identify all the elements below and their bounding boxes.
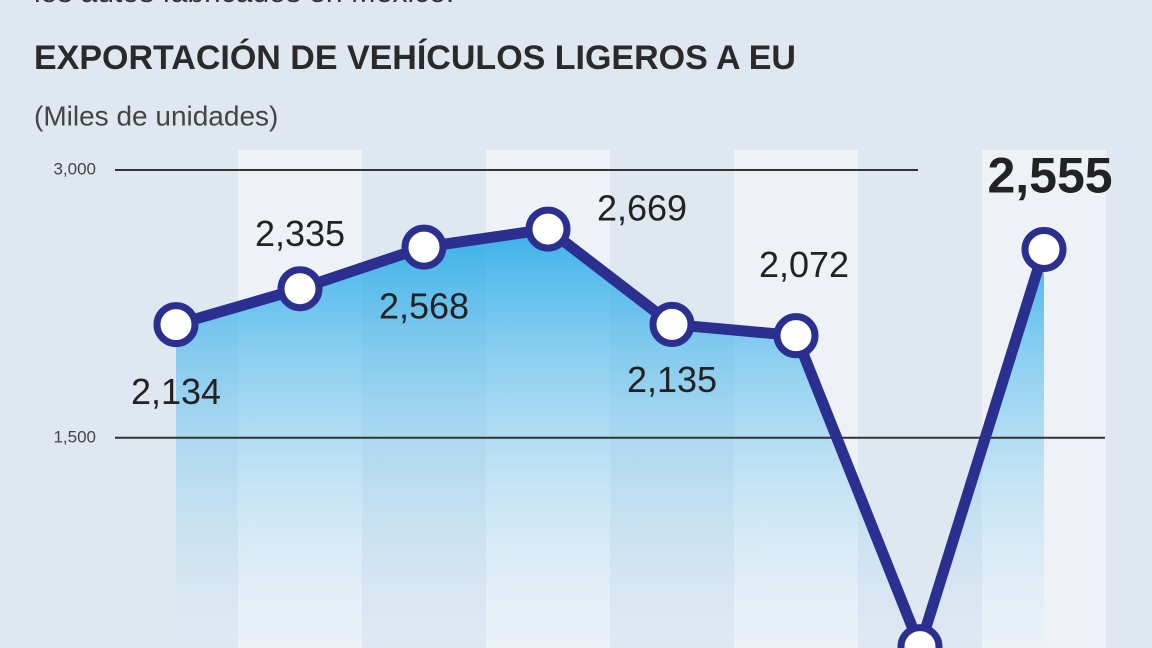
y-tick-label: 1,500: [53, 427, 96, 446]
value-label: 2,669: [597, 188, 687, 229]
value-label: 2,134: [131, 371, 221, 412]
point: [773, 313, 819, 359]
point: [649, 301, 695, 347]
chart-title: EXPORTACIÓN DE VEHÍCULOS LIGEROS A EU: [34, 39, 796, 77]
pretitle: los autos fabricados en México.: [34, 0, 454, 9]
point: [897, 624, 943, 648]
y-tick-label: 3,000: [53, 159, 96, 178]
point: [1021, 226, 1067, 272]
value-label: 2,555: [987, 148, 1112, 204]
point: [401, 224, 447, 270]
point: [277, 266, 323, 312]
value-label: 2,568: [379, 286, 469, 327]
chart-subtitle: (Miles de unidades): [34, 100, 278, 131]
value-label: 2,335: [255, 213, 345, 254]
point: [525, 206, 571, 252]
value-label: 2,135: [627, 359, 717, 400]
point: [153, 302, 199, 348]
value-label: 2,072: [759, 244, 849, 285]
